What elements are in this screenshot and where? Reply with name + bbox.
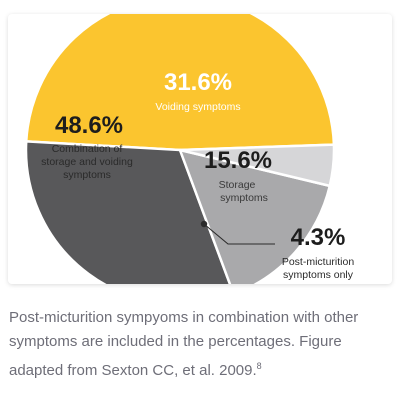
slice-value-label: 15.6% xyxy=(204,147,272,174)
figure-caption: Post-micturition sympyoms in combination… xyxy=(9,306,391,383)
slice-label: Storage xyxy=(219,179,256,191)
slice-voiding xyxy=(24,140,232,284)
slice-value-label: 31.6% xyxy=(164,69,232,96)
slice-label: Post-micturition xyxy=(282,256,355,268)
slice-value-label: 48.6% xyxy=(55,112,123,139)
pie-slices xyxy=(24,14,336,284)
callout-line xyxy=(203,223,275,245)
caption-text: Post-micturition sympyoms in combination… xyxy=(9,309,359,379)
slice-post-micturition xyxy=(178,143,336,188)
slice-label: Voiding symptoms xyxy=(155,101,240,113)
slice-label: symptoms xyxy=(220,192,268,204)
slice-combination xyxy=(24,14,336,152)
slice-storage xyxy=(178,148,332,284)
slice-value-label: 4.3% xyxy=(291,224,346,251)
slice-label: Combination of xyxy=(52,143,123,155)
reference-superscript: 8 xyxy=(256,361,262,371)
slice-label: symptoms only xyxy=(283,269,354,281)
slice-label: storage and voiding xyxy=(41,156,133,168)
slice-label: symptoms xyxy=(63,169,111,181)
pie-chart: 48.6% Combination of storage and voiding… xyxy=(24,14,355,284)
